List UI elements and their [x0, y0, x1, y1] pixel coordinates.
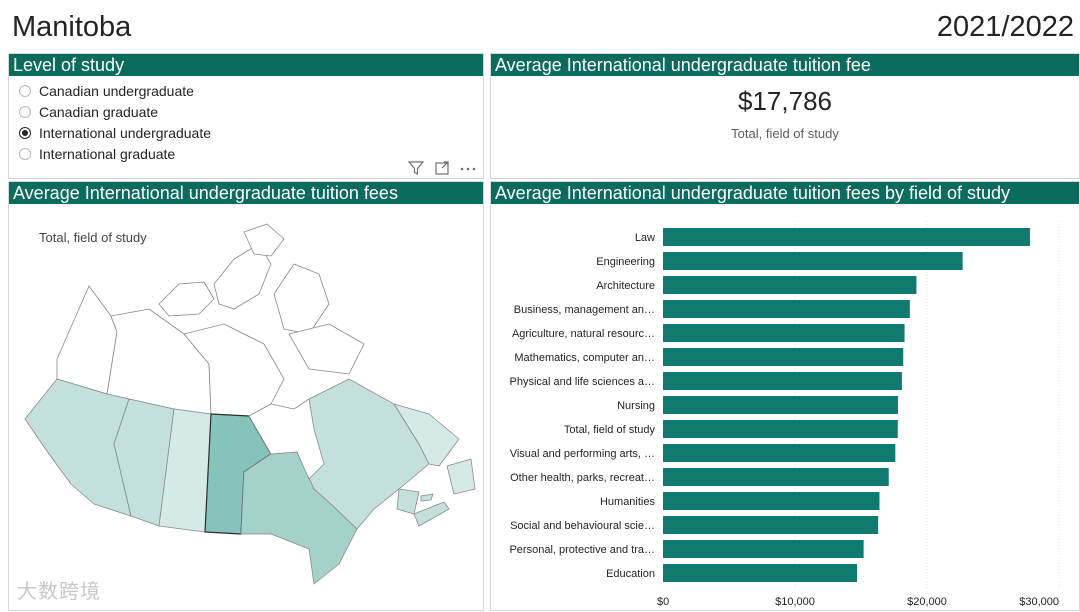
bar-chart: $0 $10,000 $20,000 $30,000 Law Engineering Arc…	[509, 221, 1060, 608]
bar[interactable]	[663, 372, 902, 390]
radio-unselected-icon[interactable]	[19, 84, 31, 97]
more-options-icon[interactable]	[459, 160, 477, 176]
radio-selected-icon[interactable]	[19, 126, 31, 139]
category-label: Visual and performing arts, …	[510, 448, 655, 460]
region-quebec	[296, 378, 430, 530]
radio-list: Canadian undergraduate Canadian graduate I…	[9, 76, 483, 164]
region-alberta	[113, 398, 175, 527]
region-new-brunswick	[396, 488, 420, 515]
radio-option-label: International undergraduate	[39, 124, 212, 141]
bar-chart-title: Average International undergraduate tuit…	[491, 182, 1079, 204]
radio-option-label: International graduate	[39, 145, 176, 162]
bar[interactable]	[663, 396, 898, 414]
kpi-card: Average International undergraduate tuit…	[490, 53, 1080, 179]
bar[interactable]	[663, 276, 917, 294]
arctic-island	[273, 263, 330, 335]
page-title: Manitoba	[12, 11, 132, 43]
bar[interactable]	[663, 492, 880, 510]
region-labrador	[393, 403, 460, 467]
category-label: Social and behavioural scie…	[510, 520, 655, 532]
bar[interactable]	[663, 324, 905, 342]
map-panel: Average International undergraduate tuit…	[8, 181, 484, 611]
bar[interactable]	[663, 420, 898, 438]
x-tick-label: $20,000	[907, 596, 947, 608]
canada-map	[24, 223, 476, 585]
x-tick-label: $0	[657, 596, 669, 608]
arctic-island	[288, 323, 365, 375]
map-title: Average International undergraduate tuit…	[9, 182, 483, 204]
bar[interactable]	[663, 252, 963, 270]
x-tick-label: $10,000	[775, 596, 815, 608]
region-yukon	[56, 285, 118, 395]
kpi-title: Average International undergraduate tuit…	[491, 54, 1079, 76]
arctic-island	[213, 243, 272, 310]
level-of-study-slicer: Level of study Canadian undergraduate Can…	[8, 53, 484, 179]
radio-option[interactable]: Canadian undergraduate	[19, 80, 483, 101]
kpi-label: Total, field of study	[731, 126, 839, 141]
focus-mode-icon[interactable]	[433, 160, 451, 176]
x-tick-label: $30,000	[1019, 596, 1059, 608]
bar-chart-panel: Average International undergraduate tuit…	[490, 181, 1080, 611]
radio-unselected-icon[interactable]	[19, 105, 31, 118]
radio-unselected-icon[interactable]	[19, 147, 31, 160]
category-label: Agriculture, natural resourc…	[512, 328, 655, 340]
region-bc	[24, 378, 132, 517]
category-label: Mathematics, computer an…	[514, 352, 655, 364]
radio-option-label: Canadian graduate	[39, 103, 159, 120]
bar[interactable]	[663, 540, 864, 558]
category-label: Law	[635, 232, 655, 244]
bar[interactable]	[663, 444, 896, 462]
bar[interactable]	[663, 300, 910, 318]
bar[interactable]	[663, 228, 1030, 246]
bar[interactable]	[663, 468, 889, 486]
category-label: Total, field of study	[564, 424, 656, 436]
hudson-bay	[248, 398, 325, 480]
map-subtitle: Total, field of study	[39, 230, 147, 245]
slicer-title: Level of study	[9, 54, 483, 76]
category-label: Humanities	[600, 496, 656, 508]
category-label: Architecture	[596, 280, 655, 292]
bar[interactable]	[663, 516, 879, 534]
radio-option-label: Canadian undergraduate	[39, 82, 194, 99]
category-label: Other health, parks, recreat…	[510, 472, 655, 484]
bar[interactable]	[663, 564, 858, 582]
category-label: Engineering	[596, 256, 655, 268]
category-label: Nursing	[617, 400, 655, 412]
region-newfoundland	[446, 458, 476, 495]
region-nova-scotia	[413, 501, 450, 527]
filter-icon[interactable]	[407, 160, 425, 176]
arctic-island	[158, 281, 215, 317]
category-label: Education	[606, 568, 655, 580]
radio-option[interactable]: International undergraduate	[19, 122, 483, 143]
category-label: Personal, protective and tra…	[509, 544, 655, 556]
visual-header-icons	[407, 160, 477, 176]
region-pei	[420, 493, 434, 502]
kpi-value: $17,786	[738, 86, 832, 116]
radio-option[interactable]: Canadian graduate	[19, 101, 483, 122]
category-label: Business, management an…	[514, 304, 655, 316]
arctic-island	[243, 223, 285, 257]
category-label: Physical and life sciences a…	[509, 376, 655, 388]
year-label: 2021/2022	[936, 11, 1074, 43]
bar[interactable]	[663, 348, 904, 366]
watermark: 大数跨境	[17, 581, 101, 603]
radio-option[interactable]: International graduate	[19, 143, 483, 164]
